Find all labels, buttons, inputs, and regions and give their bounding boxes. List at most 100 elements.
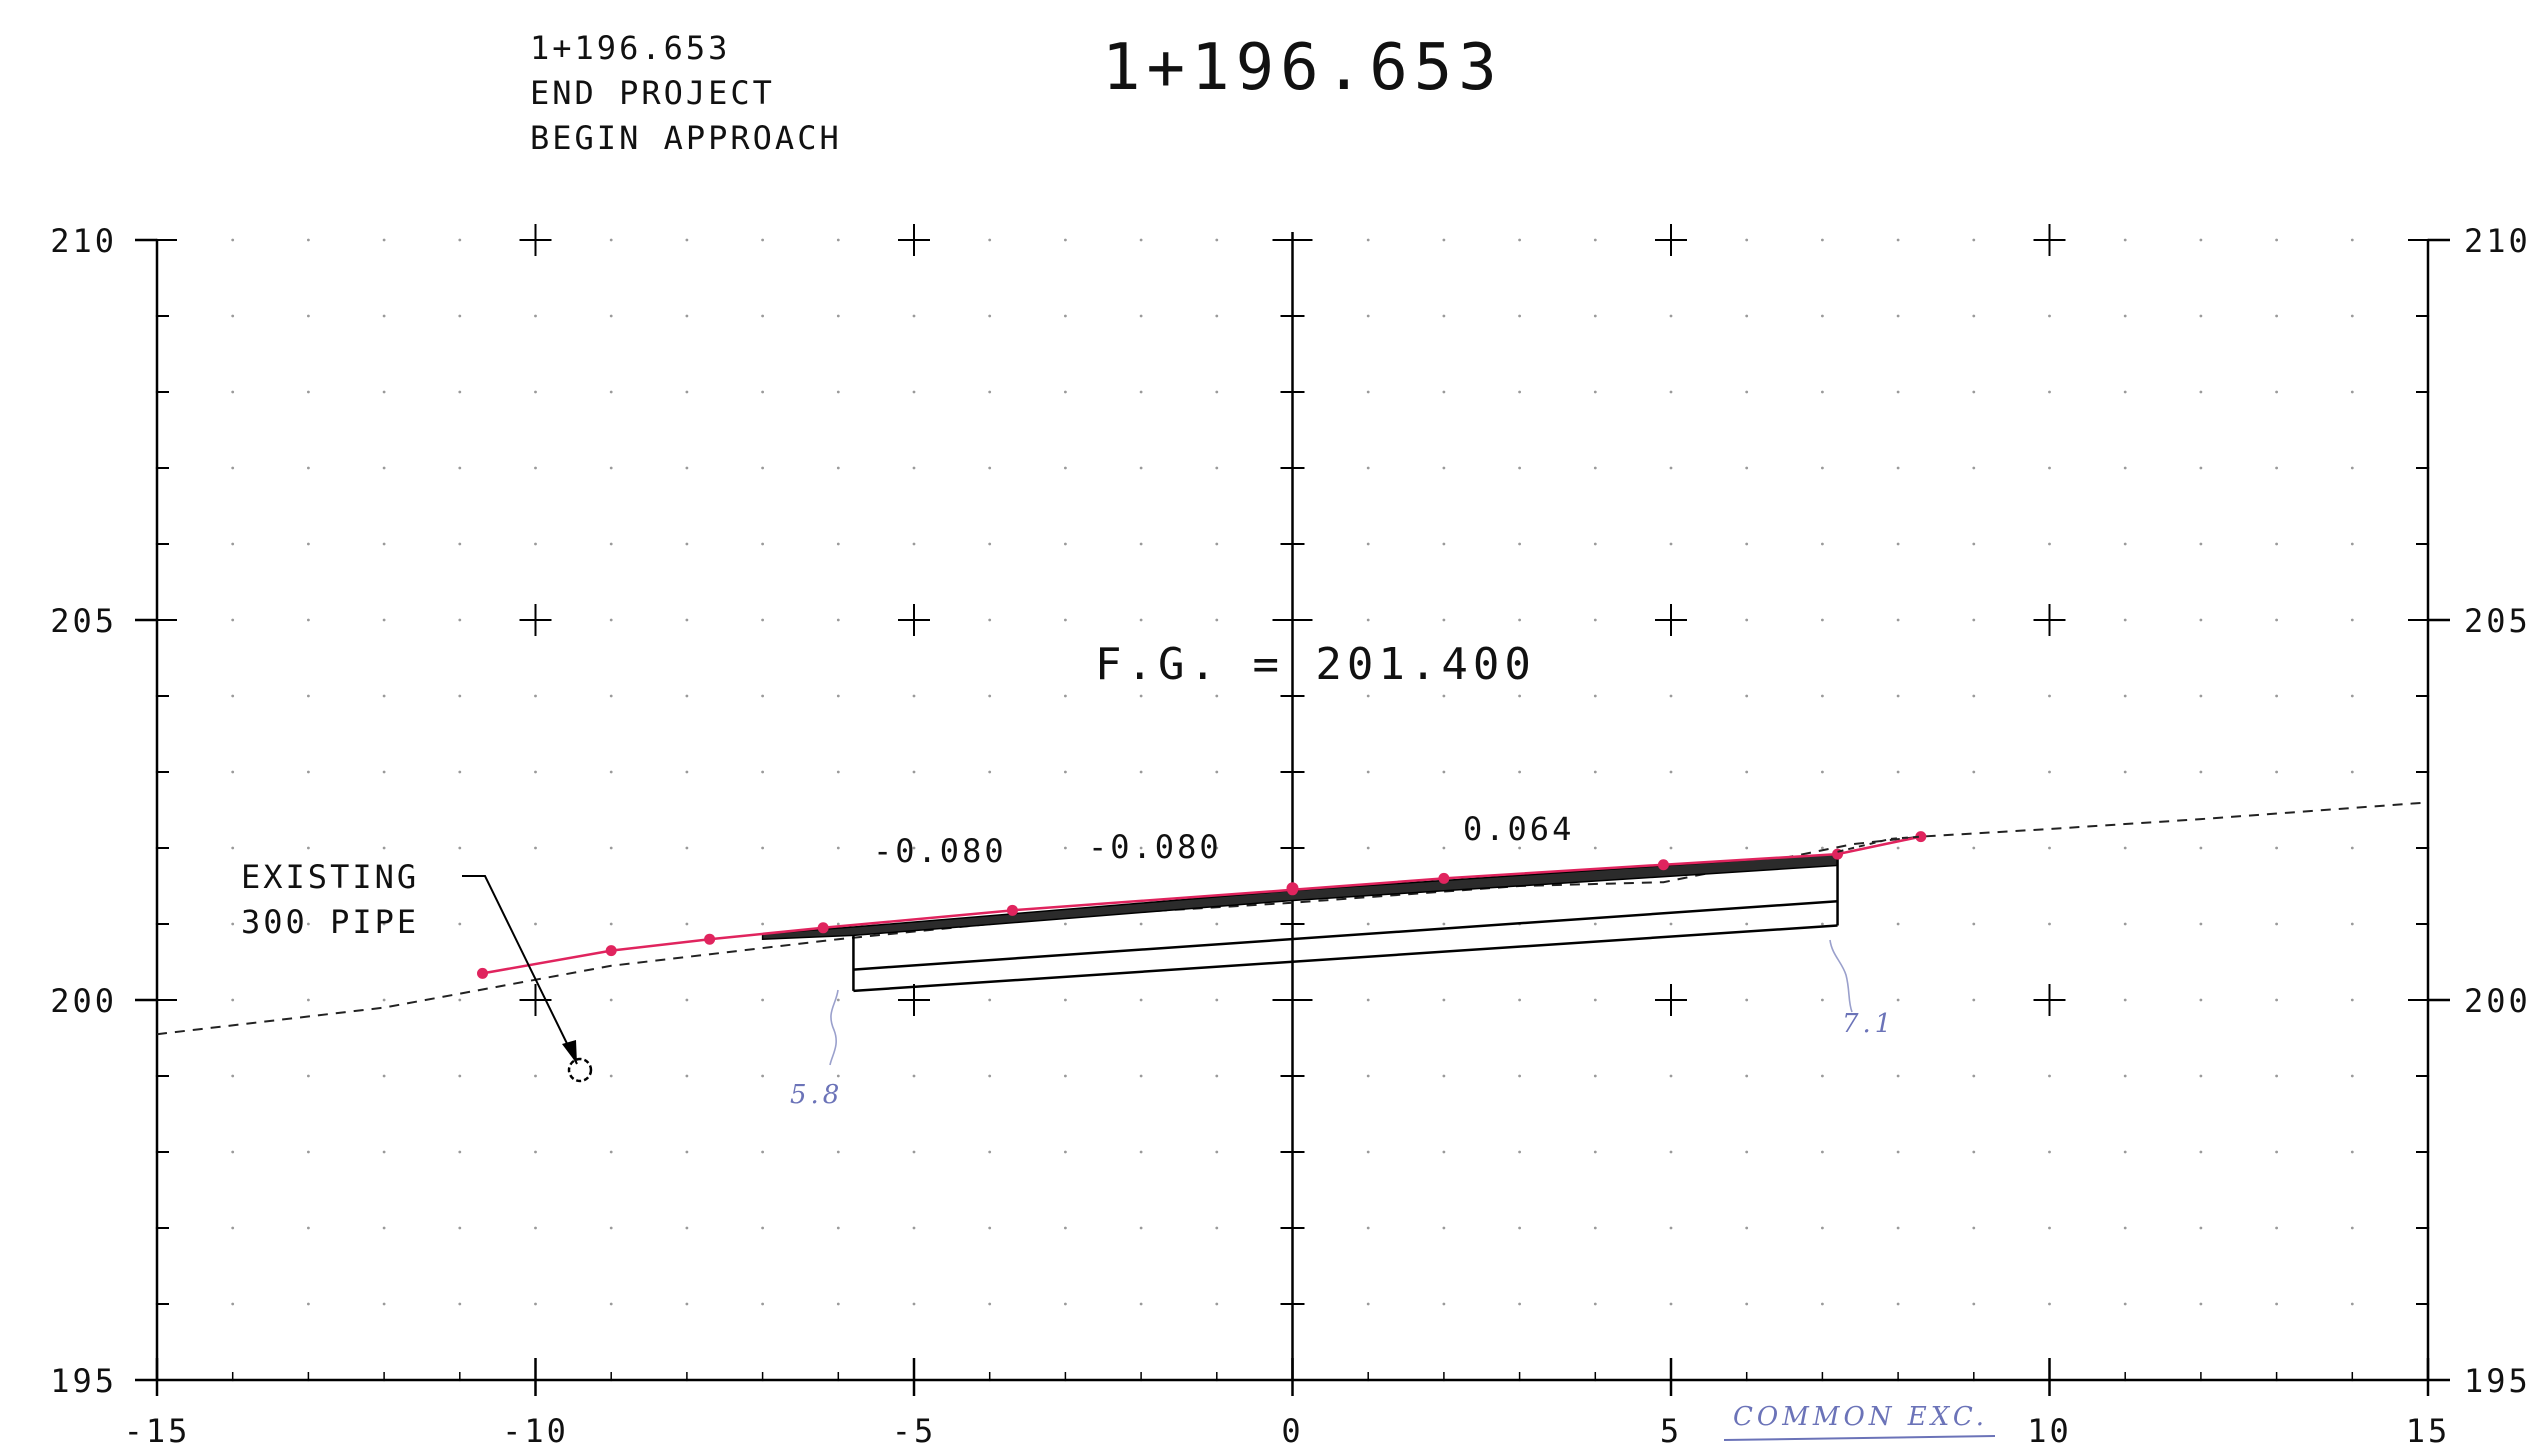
grid-dot <box>382 314 386 318</box>
grid-dot <box>2199 1074 2203 1078</box>
grid-dot <box>307 618 310 622</box>
grid-dot <box>1215 238 1219 242</box>
grid-dot <box>307 1074 310 1078</box>
grid-dot <box>1442 1302 1446 1306</box>
grid-dot <box>1896 694 1900 698</box>
x-tick-label: -5 <box>892 1412 937 1450</box>
grid-dot <box>1896 390 1900 394</box>
grid-dot <box>609 238 613 242</box>
grid-dot <box>1593 618 1597 622</box>
grid-dot <box>534 314 537 318</box>
grid-dot <box>1821 1226 1824 1230</box>
grid-dot <box>1064 922 1067 926</box>
grid-dot <box>458 390 462 394</box>
markup-point <box>1006 904 1018 916</box>
grid-dot <box>1896 1150 1900 1154</box>
finish-grade-label: F.G. = 201.400 <box>1095 639 1536 690</box>
grid-dot <box>912 542 916 546</box>
grid-dot <box>1139 1302 1143 1306</box>
grid-dot <box>1669 1074 1673 1078</box>
grid-dot <box>1669 390 1673 394</box>
grid-dot <box>2350 466 2354 470</box>
grid-dot <box>1518 390 1521 394</box>
grid-dot <box>1215 1302 1219 1306</box>
grid-dot <box>685 998 689 1002</box>
grid-dot <box>912 314 916 318</box>
grid-dot <box>1745 618 1749 622</box>
grid-dot <box>685 542 689 546</box>
grid-dot <box>609 1074 613 1078</box>
grid-dot <box>458 542 462 546</box>
grid-dot <box>2048 770 2051 774</box>
grid-dot <box>534 1074 537 1078</box>
grid-dot <box>2350 1074 2354 1078</box>
grid-dot <box>1064 542 1067 546</box>
grid-dot <box>609 694 613 698</box>
grid-dot <box>836 238 840 242</box>
grid-dot <box>2048 694 2051 698</box>
grid-dot <box>2123 618 2127 622</box>
grid-dot <box>382 390 386 394</box>
grid-dot <box>1896 238 1900 242</box>
grid-dot <box>2123 1226 2127 1230</box>
grid-dot <box>685 390 689 394</box>
grid-dot <box>382 846 386 850</box>
grid-dot <box>2199 922 2203 926</box>
markup-point <box>817 922 829 934</box>
grid-dot <box>988 390 992 394</box>
grid-dot <box>1972 618 1976 622</box>
grid-dot <box>685 1150 689 1154</box>
grid-dot <box>1745 1150 1749 1154</box>
grid-dot <box>1896 542 1900 546</box>
grid-dot <box>2123 1302 2127 1306</box>
grid-dot <box>609 922 613 926</box>
grid-dot <box>307 694 310 698</box>
grid-dot <box>382 238 386 242</box>
grid-dot <box>231 618 235 622</box>
section-geometry <box>156 801 2429 1036</box>
grid-dot <box>685 770 689 774</box>
grid-dot <box>2123 238 2127 242</box>
markup-point <box>1438 872 1450 884</box>
grid-dot <box>761 770 764 774</box>
grid-dot <box>2048 314 2051 318</box>
grid-dot <box>988 314 992 318</box>
grid-dot <box>1442 998 1446 1002</box>
grid-dot <box>1366 314 1370 318</box>
grid-dot <box>2275 238 2279 242</box>
grid-dot <box>988 1150 992 1154</box>
grid-dot <box>1896 1074 1900 1078</box>
grid-dot <box>1669 542 1673 546</box>
grid-dot <box>1215 846 1219 850</box>
grid-dot <box>1139 846 1143 850</box>
markup-point <box>1657 859 1669 871</box>
x-tick-label: 15 <box>2406 1412 2451 1450</box>
grid-dot <box>458 998 462 1002</box>
grid-dot <box>761 694 764 698</box>
grid-dot <box>912 1074 916 1078</box>
y-tick-label-left: 200 <box>50 982 117 1020</box>
grid-dot <box>1593 1150 1597 1154</box>
grid-dot <box>761 1150 764 1154</box>
grid-dot <box>2123 846 2127 850</box>
grid-dot <box>1593 314 1597 318</box>
grid-dot <box>761 846 764 850</box>
grid-dot <box>458 770 462 774</box>
grid-dot <box>1821 1074 1824 1078</box>
grid-dot <box>1139 922 1143 926</box>
grid-dot <box>1972 542 1976 546</box>
grid-dot <box>382 542 386 546</box>
grid-dot <box>231 314 235 318</box>
station-title: 1+196.653 <box>1102 31 1503 105</box>
grid-dot <box>1366 770 1370 774</box>
grid-dot <box>231 466 235 470</box>
grid-dot <box>1366 846 1370 850</box>
grid-dot <box>685 314 689 318</box>
grid-dot <box>1366 1226 1370 1230</box>
grid-dot <box>1593 846 1597 850</box>
grid-dot <box>1972 998 1976 1002</box>
grid-dot <box>534 922 537 926</box>
grid-dot <box>231 846 235 850</box>
grid-dot <box>1215 1150 1219 1154</box>
grid-dot <box>988 1302 992 1306</box>
